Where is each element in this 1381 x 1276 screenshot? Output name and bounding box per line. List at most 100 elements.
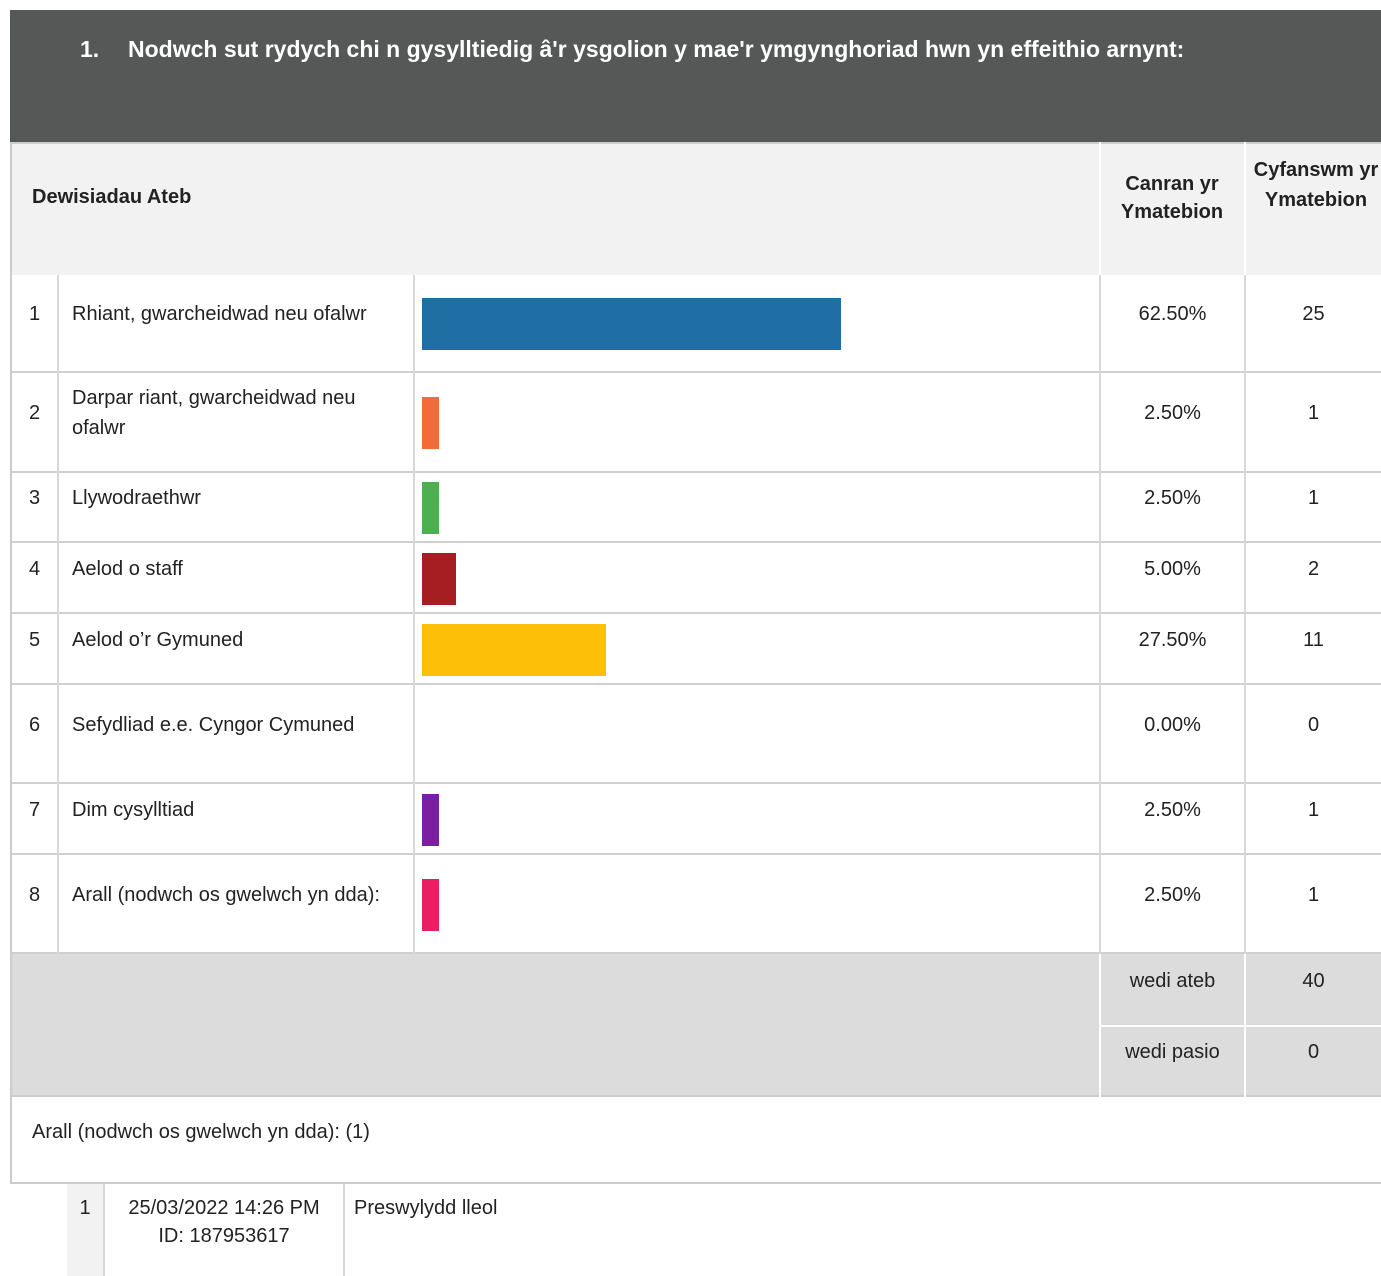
bar [422,298,841,350]
summary-divider [1099,1025,1381,1027]
cell-divider [57,473,59,543]
other-title: Arall (nodwch os gwelwch yn dda): (1) [32,1121,370,1143]
row-percent: 27.50% [1138,628,1207,651]
summary-count: 0 [1307,1040,1320,1063]
cell-divider [1099,614,1101,685]
cell-divider [1244,543,1246,614]
bar [422,397,439,449]
cell-divider [1099,373,1101,473]
row-label: Sefydliad e.e. Cyngor Cymuned [72,713,355,736]
row-number: 4 [28,557,41,580]
row-label: Dim cysylltiad [72,798,195,821]
cell-divider [1244,614,1246,685]
cell-divider [1099,473,1101,543]
cell-divider [1244,373,1246,473]
cell-divider [413,373,415,473]
cell-divider [1099,784,1101,855]
row-number: 5 [28,628,41,651]
cell-divider [103,1184,105,1276]
row-percent: 0.00% [1144,713,1201,736]
left-border [10,142,12,1184]
cell-divider [57,543,59,614]
cell-divider [413,275,415,373]
cell-divider [343,1184,345,1276]
row-count: 2 [1307,557,1320,580]
row-number: 7 [28,798,41,821]
summary-count: 40 [1302,969,1325,992]
header-choices: Dewisiadau Ateb [32,186,192,208]
row-label: Aelod o staff [72,557,183,580]
row-count: 0 [1307,713,1320,736]
response-number-cell [67,1184,103,1276]
row-count: 1 [1307,883,1320,906]
cell-divider [1099,685,1101,784]
header-percent: Canran yr Ymatebion [1120,173,1224,223]
cell-divider [1244,855,1246,954]
row-label: Llywodraethwr [72,487,201,509]
cell-divider [57,614,59,685]
cell-divider [413,473,415,543]
question-number: 1. [80,36,100,62]
row [12,855,1381,954]
other-divider [10,1182,1381,1184]
cell-divider [57,373,59,473]
cell-divider [413,784,415,855]
cell-divider [1244,275,1246,373]
response-text: Preswylydd lleol [354,1197,498,1219]
row-percent: 5.00% [1144,557,1201,580]
bar [422,793,439,846]
row-percent: 2.50% [1144,402,1201,424]
cell-divider [57,784,59,855]
summary-label: wedi ateb [1129,969,1216,992]
response-number: 1 [79,1197,91,1219]
cell-divider [57,275,59,373]
header-divider [1099,142,1101,275]
row [12,543,1381,614]
cell-divider [1244,473,1246,543]
row [12,614,1381,685]
question-header [10,10,1381,142]
row-percent: 2.50% [1144,798,1201,821]
row-percent: 2.50% [1144,487,1201,509]
bar [422,482,439,534]
row-number: 8 [28,883,41,906]
cell-divider [1099,543,1101,614]
cell-divider [413,685,415,784]
question-title: Nodwch sut rydych chi n gysylltiedig â'r… [128,36,1185,62]
bar [422,878,439,931]
cell-divider [1244,685,1246,784]
row-percent: 2.50% [1144,883,1201,906]
row [12,784,1381,855]
response-date: 25/03/2022 14:26 PM [128,1197,320,1219]
row-label: Aelod o’r Gymuned [72,628,244,651]
table-header [10,142,1381,275]
cell-divider [1244,784,1246,855]
row-count: 11 [1303,628,1324,651]
header-count: Cyfanswm yr Ymatebion [1253,159,1379,211]
bar [422,552,456,605]
row-percent: 62.50% [1138,303,1207,325]
row-count: 1 [1307,798,1320,821]
row-label: Rhiant, gwarcheidwad neu ofalwr [72,303,367,325]
row [12,473,1381,543]
row-count: 25 [1302,303,1325,325]
cell-divider [1099,275,1101,373]
cell-divider [1099,855,1101,954]
row-number: 1 [28,303,41,325]
bar [422,623,607,676]
cell-divider [413,614,415,685]
row-number: 6 [28,713,41,736]
row-label: Arall (nodwch os gwelwch yn dda): [72,883,380,906]
cell-divider [413,543,415,614]
summary-label: wedi pasio [1125,1040,1220,1063]
row-count: 1 [1307,402,1320,424]
response-id: ID: 187953617 [158,1225,290,1247]
row-number: 3 [28,487,41,509]
cell-divider [57,855,59,954]
row-label: Darpar riant, gwarcheidwad neu ofalwr [72,387,356,439]
cell-divider [57,685,59,784]
row [12,685,1381,784]
cell-divider [413,855,415,954]
row-number: 2 [28,402,41,424]
